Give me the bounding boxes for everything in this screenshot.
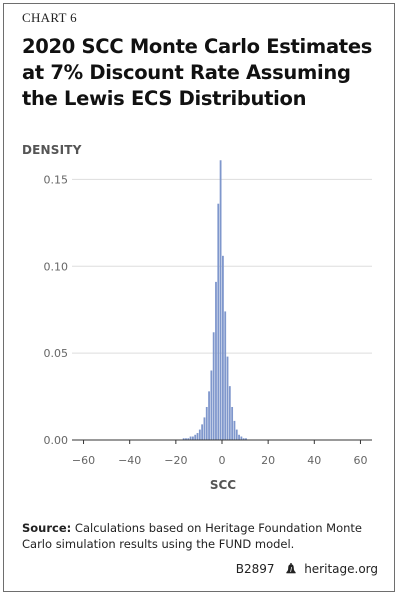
histogram-bar	[196, 433, 199, 440]
y-tick-label: 0.10	[44, 260, 69, 273]
liberty-bell-icon	[286, 563, 296, 574]
histogram-bar	[245, 438, 247, 440]
x-axis	[72, 439, 372, 444]
histogram-bar	[238, 434, 240, 440]
y-tick-labels: 0.00 0.05 0.10 0.15	[44, 173, 69, 447]
y-tick-label: 0.00	[44, 434, 69, 447]
source-text: Calculations based on Heritage Foundatio…	[22, 521, 362, 551]
histogram-bar	[185, 438, 187, 440]
x-tick-label: −40	[118, 454, 141, 467]
histogram-bar	[192, 436, 194, 440]
y-tick-label: 0.05	[44, 347, 69, 360]
histogram-bar	[210, 370, 213, 440]
x-axis-label: SCC	[210, 478, 236, 492]
histogram-bar	[217, 203, 220, 440]
histogram-bar	[208, 391, 210, 440]
histogram-bar	[215, 281, 217, 440]
y-tick-label: 0.15	[44, 173, 69, 186]
histogram-bar	[228, 386, 231, 440]
histogram-bar	[203, 417, 206, 440]
site-link[interactable]: heritage.org	[304, 562, 378, 576]
x-tick-label: −20	[164, 454, 187, 467]
histogram-bar	[233, 420, 236, 440]
histogram-bar	[242, 438, 245, 440]
x-tick-label: 40	[307, 454, 321, 467]
histogram-bar	[198, 429, 201, 440]
histogram-bars	[182, 160, 247, 440]
chart-title: 2020 SCC Monte Carlo Estimates at 7% Dis…	[22, 35, 373, 110]
histogram-bar	[224, 311, 227, 440]
x-tick-label: 60	[353, 454, 367, 467]
histogram-bar	[222, 255, 224, 440]
chart-frame	[3, 3, 395, 592]
histogram-bar	[240, 436, 243, 440]
x-tick-label: 0	[219, 454, 226, 467]
histogram-bar	[194, 434, 197, 440]
histogram-bar	[205, 406, 208, 440]
x-tick-label: 20	[261, 454, 275, 467]
histogram-bar	[235, 429, 238, 440]
histogram-bar	[212, 332, 215, 440]
x-tick-labels: −60 −40 −20 0 20 40 60	[72, 454, 368, 467]
source-label: Source:	[22, 521, 72, 535]
chart-number-label: CHART 6	[22, 10, 77, 25]
footer: B2897 heritage.org	[22, 562, 378, 576]
histogram-bar	[187, 438, 190, 440]
histogram-bar	[182, 438, 185, 440]
histogram-bar	[201, 424, 204, 440]
x-tick-label: −60	[72, 454, 95, 467]
source-note: Source: Calculations based on Heritage F…	[22, 520, 382, 552]
histogram-bar	[219, 160, 222, 440]
report-code: B2897	[235, 562, 275, 576]
histogram-bar	[226, 356, 229, 440]
histogram-bar	[231, 406, 234, 440]
histogram-bar	[189, 436, 192, 440]
y-axis-label: DENSITY	[22, 143, 82, 157]
